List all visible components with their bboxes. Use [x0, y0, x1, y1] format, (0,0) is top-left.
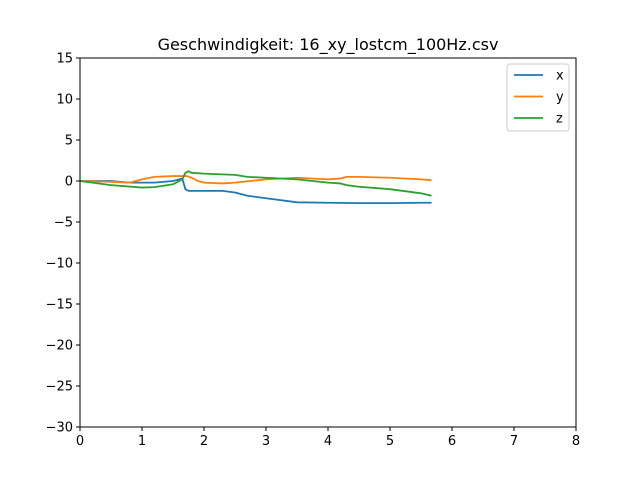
- x-tick-label: 1: [138, 434, 146, 449]
- y-tick-label: −30: [46, 421, 73, 436]
- y-tick-label: −20: [46, 339, 73, 354]
- plot-area: [79, 170, 432, 205]
- y-tick-label: 10: [56, 93, 73, 108]
- x-tick-label: 6: [448, 434, 456, 449]
- x-tick-label: 8: [572, 434, 580, 449]
- series-line-x: [80, 177, 432, 205]
- legend: xyz: [506, 63, 570, 132]
- series-line-z: [79, 170, 432, 197]
- legend-label-y: y: [556, 90, 564, 105]
- y-tick-label: −15: [46, 298, 73, 313]
- x-tick-label: 5: [386, 434, 394, 449]
- y-tick-label: −5: [54, 216, 73, 231]
- x-tick-label: 2: [200, 434, 208, 449]
- x-tick-label: 0: [76, 434, 84, 449]
- axis-ticks: 0 1 2 3 4 5 6 7 8 15 10 5 0 −5 −10 −15 −20 −25 −30: [46, 52, 581, 450]
- series-line-y: [79, 175, 432, 185]
- legend-label-x: x: [556, 69, 564, 84]
- y-tick-label: 15: [56, 52, 73, 67]
- legend-label-z: z: [556, 112, 563, 127]
- y-tick-label: 5: [65, 134, 73, 149]
- x-tick-label: 4: [324, 434, 332, 449]
- y-tick-label: −10: [46, 257, 73, 272]
- axes-frame: [79, 57, 577, 428]
- y-tick-label: −25: [46, 380, 73, 395]
- chart-title: Geschwindigkeit: 16_xy_lostcm_100Hz.csv: [158, 35, 499, 55]
- legend-box: [506, 63, 570, 132]
- x-tick-label: 7: [510, 434, 518, 449]
- x-tick-label: 3: [262, 434, 270, 449]
- y-tick-label: 0: [65, 175, 73, 190]
